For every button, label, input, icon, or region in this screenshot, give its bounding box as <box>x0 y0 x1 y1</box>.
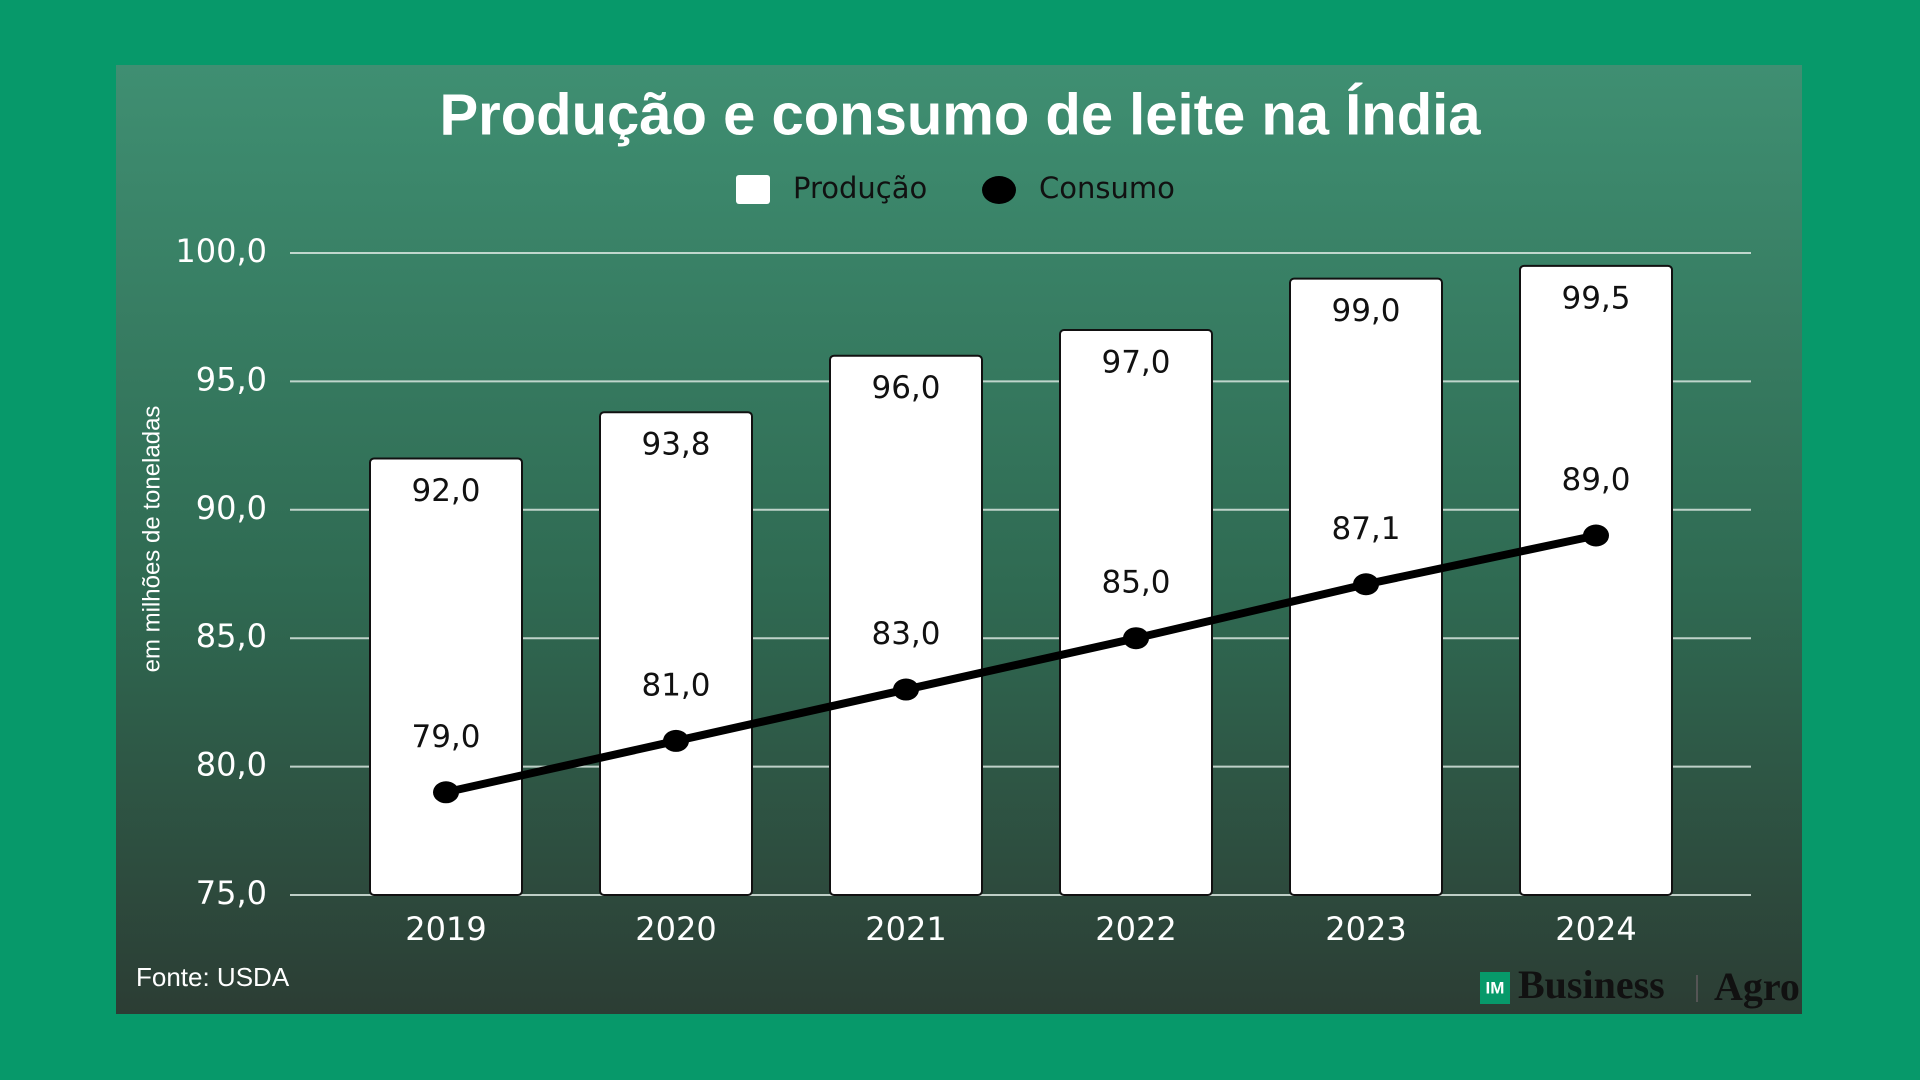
bar-value-label: 99,5 <box>1561 280 1630 316</box>
bar <box>1519 264 1673 896</box>
line-value-label: 83,0 <box>871 616 940 652</box>
y-tick-label: 100,0 <box>175 232 267 270</box>
line-value-label: 89,0 <box>1561 462 1630 498</box>
bar <box>829 354 983 897</box>
line-point <box>893 678 919 701</box>
x-tick-label: 2020 <box>635 910 716 948</box>
legend-marker <box>982 176 1016 204</box>
x-tick-label: 2022 <box>1095 910 1176 948</box>
bar-value-label: 93,8 <box>641 427 710 463</box>
line-value-label: 87,1 <box>1331 511 1400 547</box>
x-tick-label: 2019 <box>405 910 486 948</box>
logo-im: IM <box>1486 978 1505 997</box>
x-tick-label: 2021 <box>865 910 946 948</box>
logo-business: Business <box>1518 962 1665 1007</box>
line <box>445 531 1597 797</box>
logo-agro: Agro <box>1714 964 1800 1009</box>
source: Fonte: USDA <box>136 962 290 992</box>
y-tick-label: 75,0 <box>196 874 267 912</box>
legend-marker <box>736 175 770 204</box>
bar-value-label: 99,0 <box>1331 293 1400 329</box>
line-value-label: 81,0 <box>641 667 710 703</box>
y-tick-label: 80,0 <box>196 746 267 784</box>
logo-box <box>1480 972 1510 1004</box>
y-tick-label: 95,0 <box>196 360 267 398</box>
x-tick-label: 2023 <box>1325 910 1406 948</box>
line-point <box>1353 573 1379 596</box>
bar <box>599 411 753 896</box>
bar-value-label: 96,0 <box>871 370 940 406</box>
bar <box>1059 329 1213 897</box>
line-point <box>433 781 459 804</box>
line-point <box>663 729 689 752</box>
line-point <box>1583 524 1609 547</box>
line-value-label: 85,0 <box>1101 565 1170 601</box>
line-value-label: 79,0 <box>411 719 480 755</box>
bar-value-label: 97,0 <box>1101 345 1170 381</box>
x-tick-label: 2024 <box>1555 910 1636 948</box>
bar-value-label: 92,0 <box>411 473 480 509</box>
chart-title: Produção e consumo de leite na Índia <box>440 82 1482 147</box>
line-point <box>1123 627 1149 650</box>
bar <box>369 457 523 896</box>
y-tick-label: 85,0 <box>196 617 267 655</box>
legend-label: Produção <box>793 171 927 205</box>
y-axis-label: em milhões de toneladas <box>138 406 165 673</box>
y-tick-label: 90,0 <box>196 489 267 527</box>
legend-label: Consumo <box>1039 171 1175 205</box>
